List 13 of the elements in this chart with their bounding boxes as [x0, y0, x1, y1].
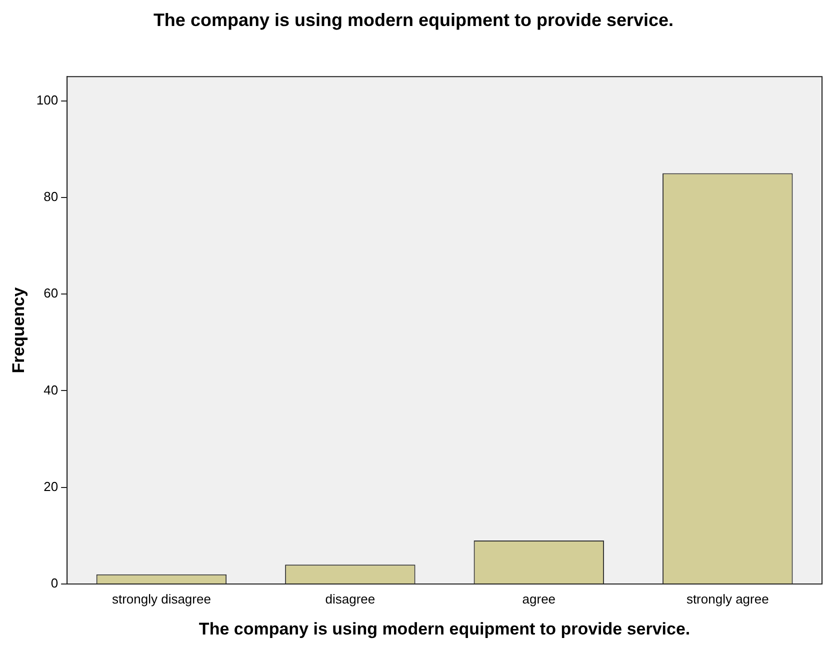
x-tick-label: strongly agree: [686, 591, 769, 606]
y-tick-label: 40: [44, 382, 58, 398]
x-tick-label: agree: [522, 591, 556, 606]
x-tick-label: strongly disagree: [112, 591, 211, 606]
y-tick-label: 20: [44, 478, 58, 494]
y-tick-label: 80: [44, 188, 58, 204]
y-axis-title: Frequency: [8, 286, 28, 374]
x-axis-title: The company is using modern equipment to provide service.: [198, 619, 690, 638]
chart-title: The company is using modern equipment to provide service.: [153, 10, 674, 30]
y-tick-label: 100: [36, 92, 58, 108]
y-tick-label: 60: [44, 286, 58, 301]
x-tick-label: disagree: [325, 591, 376, 606]
y-tick-label: 0: [50, 576, 58, 591]
